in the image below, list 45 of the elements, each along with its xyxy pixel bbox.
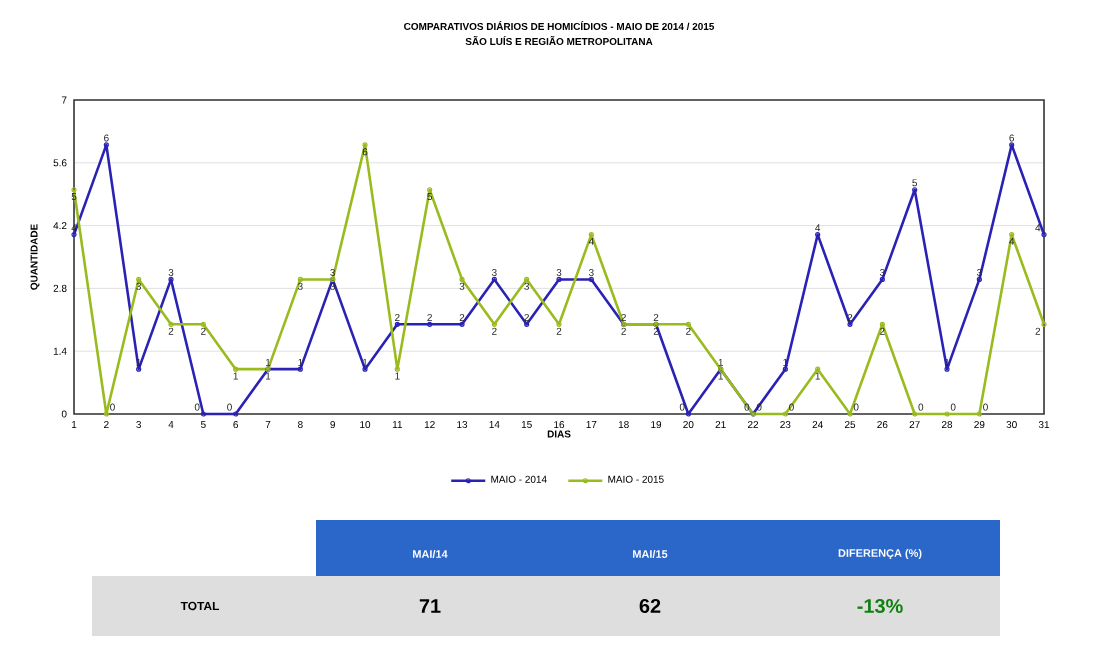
point xyxy=(362,142,368,148)
point xyxy=(524,321,530,327)
point xyxy=(200,411,206,417)
text: 62 xyxy=(639,598,661,614)
point xyxy=(103,142,109,148)
point xyxy=(233,366,239,372)
point xyxy=(427,321,433,327)
point xyxy=(233,411,239,417)
point xyxy=(491,321,497,327)
point xyxy=(976,276,982,283)
point xyxy=(556,276,562,283)
point xyxy=(200,321,206,327)
point xyxy=(879,276,885,283)
point xyxy=(168,321,174,327)
point xyxy=(168,276,174,283)
point xyxy=(847,411,853,417)
point xyxy=(879,321,885,327)
point xyxy=(912,411,918,417)
point xyxy=(912,187,918,193)
point xyxy=(459,321,465,327)
text: 71 xyxy=(419,599,441,613)
point xyxy=(944,411,950,417)
point xyxy=(556,321,562,327)
point xyxy=(782,411,788,417)
point xyxy=(103,411,109,417)
point xyxy=(782,366,788,372)
point xyxy=(394,321,400,327)
point xyxy=(685,321,691,327)
point xyxy=(815,231,821,238)
point xyxy=(976,411,982,417)
point xyxy=(136,366,142,372)
point xyxy=(588,231,594,238)
point xyxy=(685,411,691,417)
point xyxy=(362,366,368,372)
point xyxy=(1009,231,1015,238)
point xyxy=(847,321,853,327)
point xyxy=(1009,142,1015,148)
point xyxy=(944,366,950,372)
point xyxy=(815,366,821,372)
point xyxy=(394,366,400,372)
text: -13% xyxy=(857,598,903,614)
point xyxy=(297,366,303,372)
point xyxy=(491,276,497,283)
point xyxy=(427,187,433,193)
point xyxy=(588,276,594,283)
